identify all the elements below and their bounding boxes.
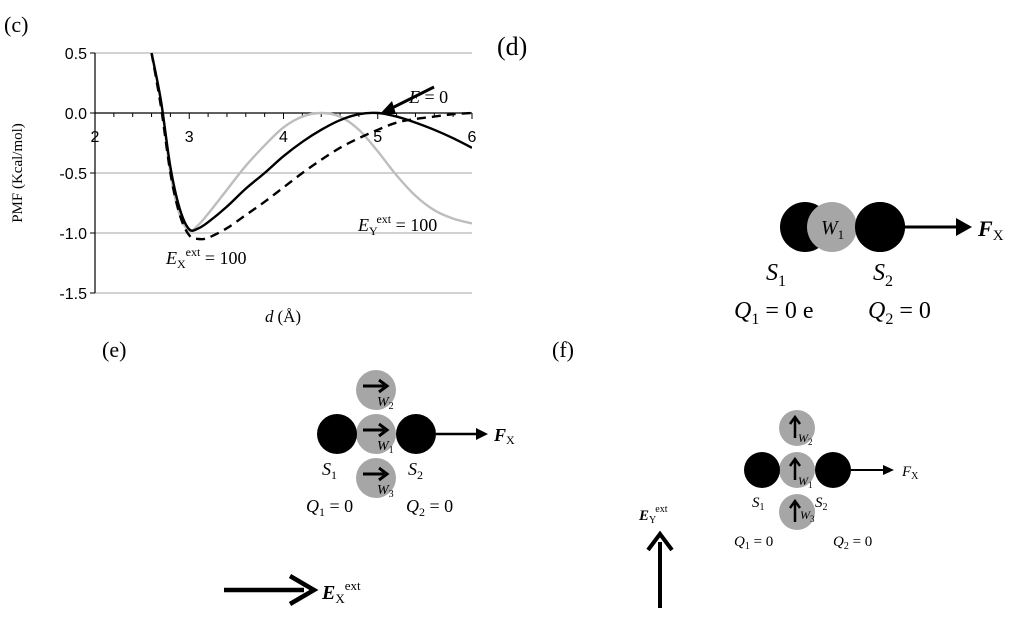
q2-label: Q2 = 0: [833, 534, 872, 552]
x-tick-label: 6: [468, 129, 477, 146]
x-axis-label-var: d: [265, 307, 274, 326]
q1-label: Q1 = 0: [306, 496, 353, 519]
panel-label-c: (c): [4, 12, 29, 37]
field-ex-arrow-head: [288, 574, 319, 606]
s2-label: S2: [815, 495, 828, 513]
x-tick-label: 2: [91, 129, 100, 146]
force-arrow-head: [883, 465, 894, 475]
force-arrow-head: [956, 218, 972, 236]
water-w2: [779, 410, 815, 446]
annotation-e0-arrow-shaft: [385, 85, 435, 113]
chart-tick-labels: 0.5 0.0 -0.5 -1.0 -1.5 2 3 4 5 6: [59, 46, 476, 303]
panel-label-f: (f): [552, 337, 574, 362]
q2-label: Q2 = 0: [406, 496, 453, 519]
dipole-arrows: [788, 414, 802, 522]
x-tick-label: 5: [373, 129, 382, 146]
field-ey-arrow-head: [646, 530, 674, 552]
s2-label: S2: [873, 260, 893, 290]
water-w1: [807, 202, 857, 252]
field-ex-label: EXext: [321, 578, 361, 606]
s2-label: S2: [408, 459, 423, 482]
series-line: [150, 53, 472, 241]
s1-label: S1: [766, 260, 786, 290]
s1-label: S1: [752, 495, 765, 513]
solute-s2: [396, 414, 436, 454]
y-tick-label: 0.5: [65, 46, 87, 63]
diagram-f: W2 W1 W3 FX S1 S2 Q1 = 0 Q2 = 0: [734, 410, 919, 552]
solute-s1: [744, 452, 780, 488]
dipole-arrows: [363, 378, 390, 482]
water-w1-label: W1: [377, 439, 394, 456]
y-tick-label: -1.5: [59, 286, 87, 303]
x-tick-label: 3: [185, 129, 194, 146]
dipole-w1-arrow-head: [788, 456, 802, 467]
q2-label: Q2 = 0: [868, 298, 931, 328]
water-w3-label: W3: [377, 483, 394, 500]
water-w3: [779, 494, 815, 530]
solute-s1: [317, 414, 357, 454]
dipole-w1-arrow-head: [378, 422, 390, 438]
dipole-w2-arrow-head: [378, 378, 390, 394]
force-label: FX: [977, 216, 1004, 244]
dipole-w2-arrow-head: [788, 414, 802, 425]
water-w1-label: W1: [821, 217, 844, 242]
chart-series: [150, 53, 472, 241]
x-tick-label: 4: [279, 129, 288, 146]
y-tick-label: 0.0: [65, 106, 87, 123]
dipole-w3-arrow-head: [378, 466, 390, 482]
water-w1: [356, 414, 396, 454]
annotation-ex: EXext = 100: [165, 245, 247, 271]
water-w3-label: W3: [800, 508, 815, 524]
panel-label-d: (d): [497, 32, 528, 61]
water-w2-label: W2: [377, 395, 394, 412]
force-arrow-head: [476, 428, 488, 440]
field-ex-indicator: EXext: [224, 574, 361, 606]
water-w2-label: W2: [798, 431, 813, 447]
annotation-e0-arrow-head: [380, 101, 396, 114]
s1-label: S1: [322, 459, 337, 482]
field-ey-indicator: EYext: [638, 504, 674, 608]
water-w1-label: W1: [798, 474, 813, 490]
y-axis-label: PMF (Kcal/mol): [10, 123, 26, 223]
q1-label: Q1 = 0 e: [734, 298, 814, 328]
chart-axes: [90, 52, 473, 294]
water-w1: [779, 452, 815, 488]
series-line: [150, 53, 472, 232]
dipole-w3-arrow-head: [788, 498, 802, 509]
water-w3: [356, 458, 396, 498]
panel-label-e: (e): [102, 337, 127, 362]
water-w2: [356, 370, 396, 410]
q1-label: Q1 = 0: [734, 534, 773, 552]
pmf-chart: 0.5 0.0 -0.5 -1.0 -1.5 2 3 4 5 6 PMF (Kcal/mol) d…: [10, 46, 477, 326]
diagram-d: W1 FX S1 S2 Q1 = 0 e Q2 = 0: [734, 202, 1004, 328]
y-tick-label: -0.5: [59, 166, 87, 183]
x-axis-label-unit: (Å): [277, 307, 301, 326]
annotation-ey: EYext = 100: [357, 212, 437, 238]
chart-gridlines: [95, 52, 472, 294]
diagram-e: W2 W1 W3 FX S1 S2 Q1 = 0 Q2 = 0: [306, 370, 515, 519]
y-tick-label: -1.0: [59, 226, 87, 243]
force-label: FX: [901, 464, 919, 482]
series-line: [150, 53, 472, 233]
solute-s2: [815, 452, 851, 488]
field-ey-label: EYext: [638, 504, 668, 526]
x-axis-label: d (Å): [265, 307, 301, 326]
force-label: FX: [493, 425, 515, 447]
